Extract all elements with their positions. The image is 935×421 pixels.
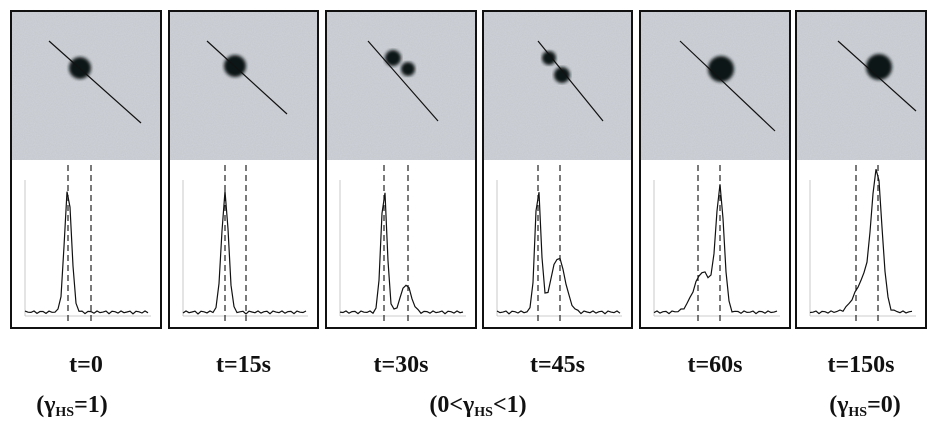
annotation-subscript: HS — [474, 405, 493, 420]
panel-frame — [325, 10, 477, 329]
profile-curve — [496, 192, 621, 315]
particle — [542, 51, 556, 65]
profile-area — [11, 160, 161, 328]
particle — [866, 54, 892, 80]
time-label: t=150s — [827, 352, 894, 378]
profile-area — [169, 160, 318, 328]
image-noise — [640, 11, 790, 160]
time-label: t=0 — [69, 352, 103, 378]
particle — [554, 67, 570, 83]
image-noise — [326, 11, 476, 160]
profile-curve — [182, 191, 307, 315]
panel-frame — [482, 10, 633, 329]
particle — [385, 50, 401, 66]
time-label: t=30s — [373, 352, 428, 378]
time-label: t=15s — [216, 352, 271, 378]
gamma-annotation: (0<γHS<1) — [429, 392, 526, 420]
panel — [795, 10, 927, 329]
gamma-annotation: (γHS=0) — [829, 392, 901, 420]
profile-area — [326, 160, 476, 328]
gamma-annotation: (γHS=1) — [36, 392, 108, 420]
annotation-text: =1) — [74, 392, 108, 418]
panel-frame — [795, 10, 927, 329]
annotation-text: (γ — [36, 392, 55, 418]
profile-curve — [653, 184, 778, 315]
profile-curve — [809, 169, 913, 315]
annotation-text: =0) — [867, 392, 901, 418]
panel — [482, 10, 633, 329]
image-noise — [169, 11, 318, 160]
panel — [639, 10, 791, 329]
annotation-text: (0<γ — [429, 392, 474, 418]
profile-area — [483, 160, 632, 328]
panel — [325, 10, 477, 329]
profile-curve — [339, 192, 464, 315]
diagonal-line — [679, 40, 776, 132]
profile-curve — [24, 191, 149, 315]
particle — [708, 56, 734, 82]
annotation-subscript: HS — [55, 405, 74, 420]
panel-frame — [168, 10, 319, 329]
diagonal-line — [837, 40, 917, 112]
image-noise — [796, 11, 926, 160]
annotation-text: <1) — [493, 392, 527, 418]
panel — [10, 10, 162, 329]
diagonal-line — [367, 40, 439, 122]
diagonal-line — [537, 40, 604, 122]
image-noise — [483, 11, 632, 160]
particle — [401, 62, 415, 76]
diagonal-line — [48, 40, 142, 124]
diagonal-line — [206, 40, 288, 115]
profile-area — [796, 160, 926, 328]
annotation-text: (γ — [829, 392, 848, 418]
time-label: t=60s — [687, 352, 742, 378]
annotation-subscript: HS — [848, 405, 867, 420]
time-label: t=45s — [530, 352, 585, 378]
panel-frame — [639, 10, 791, 329]
image-noise — [11, 11, 161, 160]
panel — [168, 10, 319, 329]
panel-frame — [10, 10, 162, 329]
